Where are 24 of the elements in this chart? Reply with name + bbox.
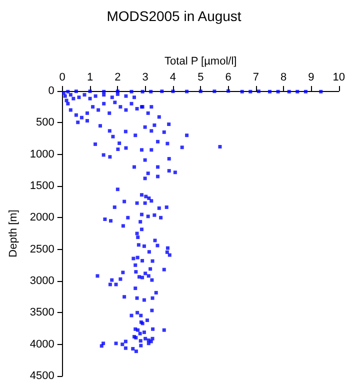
x-tick-label: 6 [225,72,232,84]
x-tick-label: 4 [170,72,176,84]
y-tick-label: 1000 [30,148,54,160]
x-tick-label: 9 [308,72,314,84]
chart-title: MODS2005 in August [106,8,242,24]
x-tick-label: 7 [252,72,259,84]
y-tick-label: 3500 [30,306,54,319]
y-tick-label: 3000 [30,275,54,287]
y-tick-label: 500 [36,116,54,129]
x-tick-label: 5 [198,72,204,84]
y-tick-label: 2500 [30,243,54,256]
x-tick-label: 2 [114,72,121,84]
x-axis-title: Total P [µmol/l] [164,56,237,68]
x-tick-label: 10 [332,72,346,84]
y-tick-label: 1500 [30,180,54,192]
x-tick-label: 0 [59,72,66,84]
x-tick-label: 3 [142,72,148,84]
y-tick-label: 4500 [30,370,54,382]
y-tick-label: 0 [48,85,54,97]
x-tick-label: 1 [86,72,94,84]
x-tick-label: 8 [280,72,287,84]
y-tick-label: 2000 [30,212,54,224]
y-tick-label: 4000 [30,338,54,350]
y-axis-title: Depth [m] [8,210,20,258]
